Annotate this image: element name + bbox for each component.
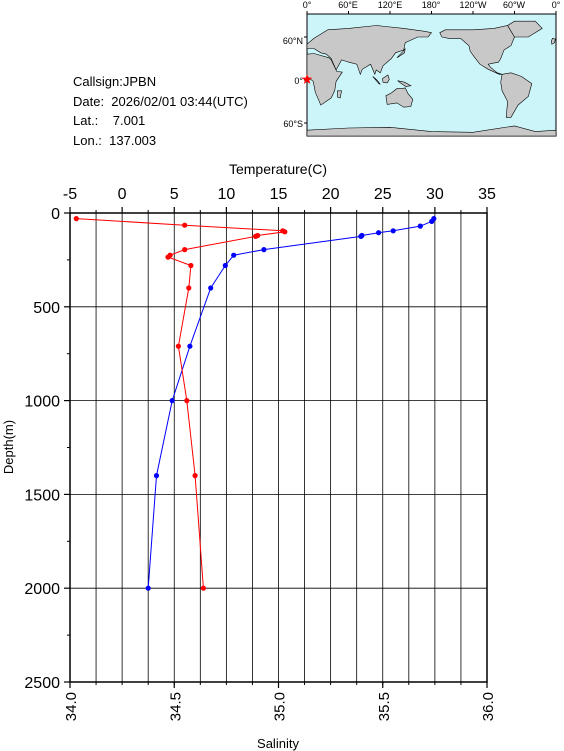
map-lat-label: 60°N bbox=[283, 36, 303, 46]
callsign-text: Callsign:JPBN bbox=[73, 74, 157, 89]
temperature-point bbox=[417, 223, 423, 229]
date-text: Date: 2026/02/01 03:44(UTC) bbox=[73, 93, 248, 109]
salinity-line bbox=[76, 218, 287, 589]
temperature-tick-label: 25 bbox=[374, 186, 392, 203]
temperature-point bbox=[261, 247, 267, 253]
temperature-tick-label: 15 bbox=[270, 186, 288, 203]
depth-tick-label: 1500 bbox=[24, 487, 60, 504]
depth-tick-label: 2500 bbox=[24, 675, 60, 692]
salinity-tick-label: 34.0 bbox=[63, 692, 80, 721]
salinity-point bbox=[165, 254, 171, 260]
depth-tick-label: 0 bbox=[51, 206, 60, 223]
land-mass bbox=[372, 76, 381, 85]
land-mass bbox=[382, 74, 390, 84]
star-icon bbox=[301, 74, 313, 84]
land-mass bbox=[439, 25, 515, 75]
temperature-tick-label: 35 bbox=[478, 186, 496, 203]
temperature-line bbox=[147, 218, 435, 589]
salinity-point bbox=[182, 247, 188, 253]
temperature-point bbox=[376, 230, 382, 236]
depth-tick-label: 500 bbox=[33, 300, 60, 317]
map-lon-label: 180° bbox=[422, 0, 441, 10]
temperature-tick-label: -5 bbox=[63, 186, 77, 203]
temperature-tick-label: 30 bbox=[426, 186, 444, 203]
salinity-tick-label: 34.5 bbox=[167, 692, 184, 721]
land-mass bbox=[397, 80, 412, 87]
temperature-point bbox=[390, 228, 396, 234]
series-layer bbox=[73, 216, 437, 591]
temperature-axis-label: Temperature(C) bbox=[229, 161, 327, 177]
temperature-point bbox=[358, 233, 364, 239]
temperature-point bbox=[145, 585, 151, 591]
land-mass bbox=[396, 48, 406, 59]
temperature-point bbox=[429, 218, 435, 224]
land-mass bbox=[550, 38, 556, 45]
map-land bbox=[306, 20, 557, 137]
temperature-tick-label: 5 bbox=[170, 186, 179, 203]
chart-grid bbox=[69, 213, 488, 682]
salinity-tick-label: 35.5 bbox=[376, 692, 393, 721]
salinity-point bbox=[186, 285, 192, 291]
salinity-tick-label: 35.0 bbox=[272, 692, 289, 721]
location-map: 0° 60°E 120°E 180° 120°W 60°W 0° 60°N 0°… bbox=[283, 0, 561, 137]
salinity-point bbox=[184, 398, 190, 404]
latitude-text: Lat.: 7.001 bbox=[73, 113, 146, 128]
temperature-tick-label: 0 bbox=[118, 186, 127, 203]
land-mass bbox=[306, 25, 433, 76]
map-lat-label: 60°S bbox=[283, 119, 303, 129]
depth-axis: 0 500 1000 1500 2000 2500 bbox=[24, 206, 70, 692]
salinity-point bbox=[282, 229, 288, 235]
map-lon-label: 120°E bbox=[378, 0, 403, 10]
map-lon-label: 120°W bbox=[459, 0, 487, 10]
salinity-point bbox=[200, 585, 206, 591]
temperature-axis: -5 0 5 10 15 20 25 30 35 bbox=[63, 186, 496, 213]
map-lon-label: 60°W bbox=[503, 0, 526, 10]
land-mass bbox=[306, 53, 343, 106]
salinity-point bbox=[73, 216, 79, 222]
land-mass bbox=[507, 20, 543, 38]
temperature-tick-label: 20 bbox=[322, 186, 340, 203]
longitude-text: Lon.: 137.003 bbox=[73, 132, 157, 148]
temperature-point bbox=[208, 285, 214, 291]
temperature-point bbox=[187, 343, 193, 349]
map-lon-label: 60°E bbox=[338, 0, 358, 10]
temperature-point bbox=[231, 252, 237, 258]
map-lon-label: 0° bbox=[552, 0, 561, 10]
depth-axis-label: Depth(m) bbox=[1, 420, 16, 474]
temperature-point bbox=[222, 262, 228, 269]
map-lon-label: 0° bbox=[303, 0, 312, 10]
salinity-point bbox=[192, 473, 198, 479]
land-mass bbox=[385, 87, 414, 108]
station-info: Callsign:JPBN Date: 2026/02/01 03:44(UTC… bbox=[73, 72, 248, 150]
salinity-axis-label: Salinity bbox=[257, 736, 299, 751]
salinity-point bbox=[253, 233, 259, 239]
salinity-point bbox=[182, 222, 188, 228]
land-mass bbox=[337, 90, 342, 99]
temperature-point bbox=[169, 398, 175, 404]
temperature-point bbox=[153, 473, 160, 479]
depth-tick-label: 1000 bbox=[24, 394, 60, 411]
salinity-axis: 34.0 34.5 35.0 35.5 36.0 bbox=[63, 682, 497, 721]
salinity-point bbox=[175, 343, 181, 349]
depth-tick-label: 2000 bbox=[24, 581, 60, 598]
land-mass bbox=[500, 72, 533, 118]
map-lat-label: 0° bbox=[294, 76, 303, 86]
salinity-tick-label: 36.0 bbox=[480, 692, 497, 721]
land-mass bbox=[306, 125, 557, 137]
temperature-tick-label: 10 bbox=[217, 186, 235, 203]
salinity-point bbox=[188, 262, 194, 269]
